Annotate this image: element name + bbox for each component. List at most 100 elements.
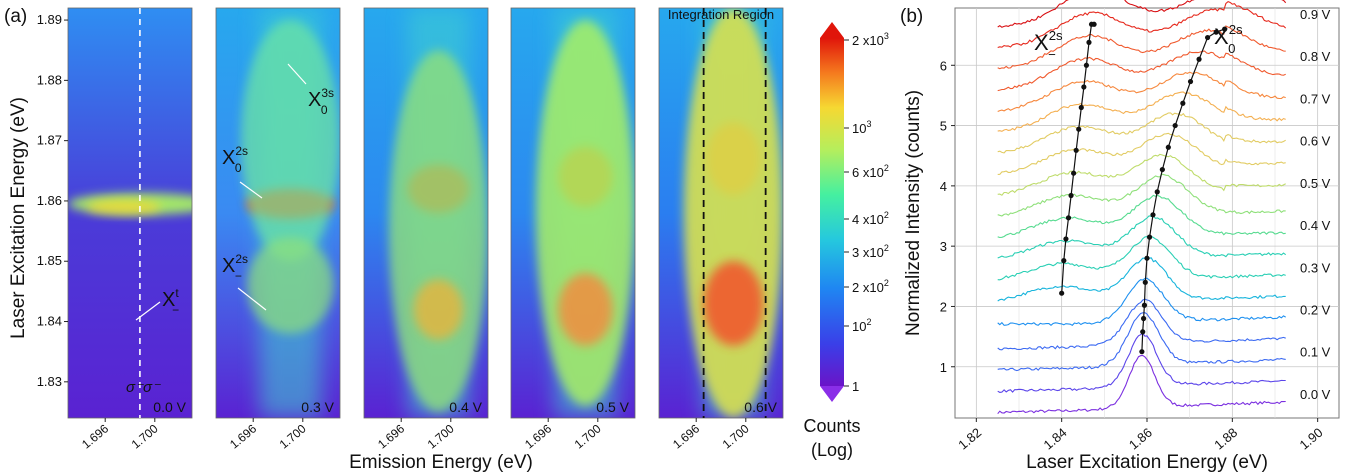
voltage-label-5: 0.5 V	[1300, 176, 1331, 191]
colorbar-tick-exp-1: 3	[866, 119, 871, 129]
colorbar-tick-exp-6: 2	[866, 317, 871, 327]
voltage-label-6: 0.6 V	[1300, 134, 1331, 149]
heatmap-y-tick-label-2: 1.85	[37, 253, 62, 268]
colorbar-tick-label-7: 1	[852, 379, 859, 394]
x2s-zero-point-7	[1150, 212, 1156, 218]
voltage-label-3: 0.3 V	[1300, 260, 1331, 275]
colorbar-tick-base-1: 10	[852, 121, 866, 136]
heatmap-y-tick-label-5: 1.88	[37, 72, 62, 87]
colorbar-tick-base-2: 6 x10	[852, 165, 884, 180]
colorbar-tick-base-5: 2 x10	[852, 280, 884, 295]
heatmap-frame-4	[658, 7, 784, 419]
x2s-zero-point-6	[1146, 234, 1153, 240]
series-line-10	[997, 153, 1286, 196]
heatmap-x-tick-label-2-1: 1.700	[425, 421, 457, 451]
heatmap-blob-2-1	[388, 50, 488, 412]
series-line-4	[997, 277, 1286, 327]
x2s-zero-point-3	[1141, 302, 1148, 308]
colorbar-tick-base-6: 10	[852, 319, 866, 334]
heatmap-blob-0-1	[86, 199, 161, 215]
series-line-5	[997, 257, 1286, 302]
line-plot-y-tick-label-4: 5	[940, 119, 947, 134]
heatmap-frame-0	[67, 7, 193, 419]
x2s-zero-point-12	[1180, 100, 1186, 106]
x2s-minus-point-5	[1071, 170, 1077, 176]
series-line-2	[997, 312, 1286, 372]
heatmap-inner-1	[216, 8, 340, 418]
x2s-minus-point-11	[1086, 39, 1092, 45]
colorbar-tick-exp-4: 2	[884, 243, 889, 253]
x2s-minus-point-0	[1059, 290, 1065, 296]
series-line-8	[997, 194, 1286, 239]
x2s-minus-point-8	[1078, 104, 1084, 111]
line-plot-y-tick-label-5: 6	[940, 58, 947, 73]
x2s-minus-point-10	[1083, 62, 1090, 68]
line-plot-x-tick-label-4: 1.90	[1297, 425, 1326, 453]
heatmap-voltage-label-0: 0.0 V	[153, 399, 186, 415]
heatmap-x-tick-label-0-0: 1.696	[79, 421, 111, 451]
series-line-17	[997, 0, 1287, 49]
integration-region-label: Integration Region	[668, 7, 774, 22]
x2s-zero-point-11	[1172, 122, 1178, 129]
heatmap-y-tick-label-3: 1.86	[37, 193, 62, 208]
heatmap-x-axis-label: Emission Energy (eV)	[349, 452, 533, 473]
x2s-zero-point-14	[1196, 56, 1202, 62]
heatmap-blob-3-1	[535, 20, 635, 406]
heatmap-subplot-2: 1.696 1.700 0.4 V	[363, 7, 489, 452]
heatmap-subplot-0: 1.696 1.700 0.0 V σ⁻σ⁻ Xt −	[67, 7, 193, 452]
heatmap-y-axis: 1.83 1.84 1.85 1.86 1.87 1.88 1.89	[37, 12, 68, 389]
heatmap-x-tick-label-3-1: 1.700	[572, 421, 604, 451]
colorbar-tick-label-4: 3 x102	[852, 243, 889, 260]
x2s-zero-point-16	[1213, 29, 1219, 35]
heatmap-inner-3	[511, 8, 635, 418]
colorbar-tick-base-3: 4 x10	[852, 212, 884, 227]
heatmap-x-tick-label-1-0: 1.696	[227, 421, 259, 451]
heatmap-blob-1-2	[247, 237, 334, 334]
heatmap-x-tick-label-4-1: 1.700	[720, 421, 752, 451]
colorbar-bottom-arrow	[820, 386, 844, 402]
annotation-xt-minus-sub: −	[172, 303, 179, 317]
annotation-x2s-minus-sup: 2s	[235, 252, 248, 266]
annotation-arrow-x2s-minus	[237, 287, 267, 311]
x2s-minus-track	[1061, 23, 1095, 294]
heatmap-inner-0	[68, 8, 192, 418]
heatmap-y-tick-label-6: 1.89	[37, 12, 62, 27]
heatmap-voltage-label-4: 0.6 V	[744, 399, 777, 415]
annotation-x2s-minus: X2s −	[222, 252, 248, 283]
x2s-minus-point-9	[1081, 84, 1087, 90]
heatmap-blob-3-2	[558, 273, 613, 346]
x2s-minus-point-4	[1068, 192, 1074, 199]
heatmap-y-axis-label: Laser Excitation Energy (eV)	[8, 97, 29, 339]
colorbar-tick-label-0: 2 x103	[852, 31, 889, 48]
panel-b-label: (b)	[900, 6, 923, 27]
line-plot-voltage-labels: 0.0 V 0.1 V 0.2 V 0.3 V 0.4 V 0.5 V 0.6 V 0.7 V…	[1300, 7, 1331, 402]
heatmap-y-tick-label-0: 1.83	[37, 374, 62, 389]
line-plot-y-axis-label: Normalized Intensity (counts)	[903, 90, 924, 336]
series-line-3	[997, 298, 1286, 351]
colorbar-tick-base-7: 1	[852, 379, 859, 394]
x2s-minus-point-2	[1063, 236, 1069, 242]
x2s-zero-point-9	[1159, 166, 1165, 173]
annotation-x2s-minus-base: X	[222, 255, 235, 277]
line-plot-series	[997, 0, 1287, 415]
annotation-x3s-zero-sub: 0	[321, 103, 328, 117]
colorbar-tick-label-5: 2 x102	[852, 278, 889, 295]
x2s-zero-point-5	[1144, 255, 1150, 261]
voltage-label-9: 0.9 V	[1300, 7, 1331, 22]
colorbar-tick-label-3: 4 x102	[852, 210, 889, 227]
x2s-zero-point-1	[1140, 329, 1146, 335]
series-line-16	[997, 25, 1286, 70]
colorbar-tick-exp-3: 2	[884, 210, 889, 220]
series-line-6	[997, 235, 1286, 281]
x2s-zero-point-13	[1187, 78, 1194, 85]
colorbar-tick-label-6: 102	[852, 317, 871, 334]
voltage-label-4: 0.4 V	[1300, 218, 1331, 233]
colorbar-label-line1: Counts	[803, 416, 860, 436]
colorbar-top-arrow	[820, 22, 844, 38]
series-line-7	[997, 215, 1287, 259]
heatmap-x-tick-label-3-0: 1.696	[522, 421, 554, 451]
x2s-minus-point-13	[1091, 21, 1097, 27]
